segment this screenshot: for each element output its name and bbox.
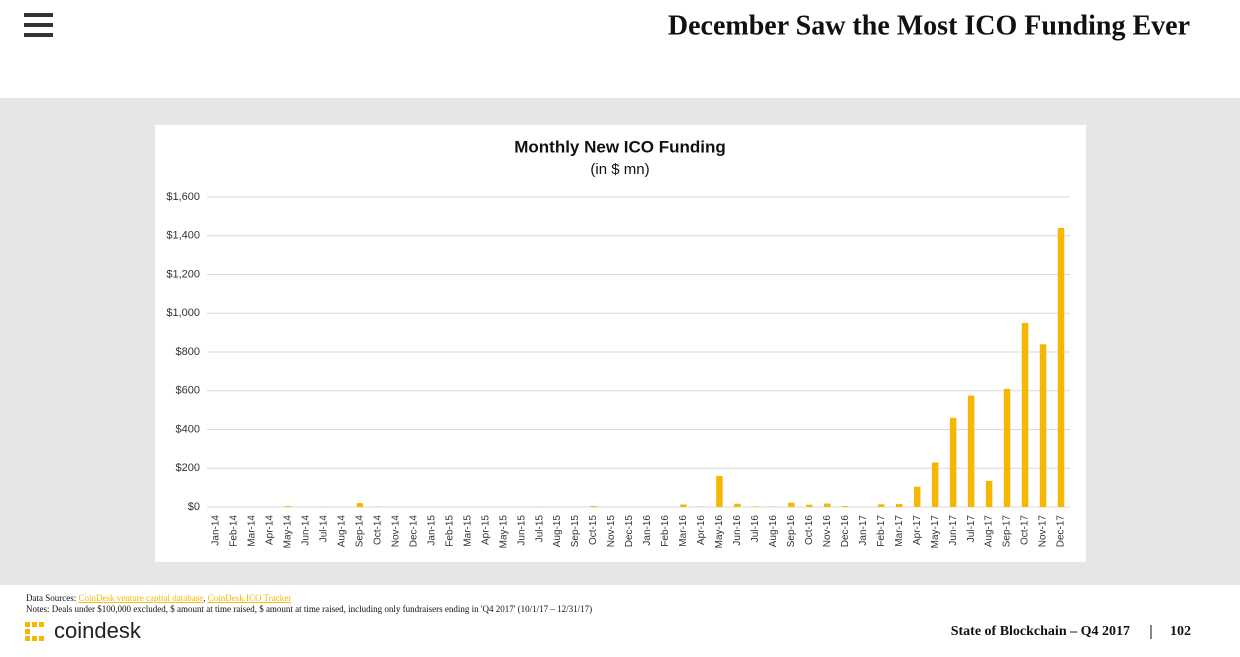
- bar: [716, 476, 723, 507]
- bar: [1057, 228, 1065, 507]
- source-link[interactable]: CoinDesk ICO Tracker: [208, 593, 292, 603]
- x-tick-label: Dec-16: [840, 515, 851, 548]
- bar: [877, 504, 885, 507]
- x-tick-label: Nov-16: [822, 515, 833, 548]
- chart-panel: [155, 125, 1086, 562]
- x-tick-label: Jul-14: [319, 515, 330, 543]
- chart-title: Monthly New ICO Funding: [514, 137, 726, 156]
- bar: [824, 503, 831, 507]
- x-tick-label: Mar-16: [678, 515, 689, 547]
- x-tick-label: Apr-17: [912, 515, 923, 545]
- bar: [967, 395, 975, 507]
- x-tick-label: Sep-17: [1002, 515, 1013, 548]
- x-tick-label: Jul-16: [750, 515, 761, 543]
- bar: [806, 504, 813, 507]
- bar: [1003, 388, 1011, 507]
- x-tick-label: May-14: [283, 515, 294, 549]
- y-tick-label: $1,600: [166, 191, 200, 203]
- x-tick-label: Dec-15: [624, 515, 635, 548]
- page-number: 102: [1170, 624, 1191, 639]
- report-name: State of Blockchain – Q4 2017: [951, 624, 1130, 639]
- x-tick-label: Aug-16: [768, 515, 779, 548]
- y-tick-label: $1,200: [166, 268, 200, 280]
- bar: [913, 486, 921, 507]
- y-tick-label: $1,400: [166, 230, 200, 242]
- x-tick-label: Aug-17: [984, 515, 995, 548]
- x-tick-label: Nov-14: [390, 515, 401, 548]
- x-tick-label: May-15: [498, 515, 509, 549]
- y-tick-label: $200: [176, 462, 200, 474]
- brand-logo: [25, 622, 44, 641]
- x-tick-label: Jan-14: [211, 515, 222, 546]
- x-tick-label: Jun-17: [948, 515, 959, 546]
- y-tick-label: $1,000: [166, 307, 200, 319]
- bar: [590, 506, 597, 507]
- x-tick-label: Aug-14: [336, 515, 347, 548]
- bar: [1021, 322, 1029, 507]
- x-tick-label: Jun-15: [516, 515, 527, 546]
- bar: [842, 506, 849, 507]
- x-tick-label: Oct-15: [588, 515, 599, 545]
- x-tick-label: Feb-15: [444, 515, 455, 547]
- x-tick-label: Jan-15: [426, 515, 437, 546]
- slide-title: December Saw the Most ICO Funding Ever: [668, 10, 1190, 41]
- sources-label: Data Sources:: [26, 593, 76, 603]
- x-tick-label: Mar-17: [894, 515, 905, 547]
- y-tick-label: $400: [176, 423, 200, 435]
- y-tick-label: $600: [176, 385, 200, 397]
- x-tick-label: Sep-14: [354, 515, 365, 548]
- bar: [985, 480, 993, 507]
- bar: [931, 462, 939, 507]
- x-tick-label: Feb-17: [876, 515, 887, 547]
- x-tick-label: Apr-14: [265, 515, 276, 545]
- x-tick-label: Oct-16: [804, 515, 815, 545]
- x-tick-label: Nov-15: [606, 515, 617, 548]
- x-tick-label: May-16: [714, 515, 725, 549]
- x-tick-label: Sep-16: [786, 515, 797, 548]
- bar: [680, 504, 687, 507]
- bar: [356, 503, 364, 507]
- notes: Notes: Deals under $100,000 excluded, $ …: [26, 604, 592, 614]
- brand-name: coindesk: [54, 618, 142, 643]
- source-link[interactable]: CoinDesk venture capital database: [78, 593, 203, 603]
- y-tick-label: $0: [188, 501, 200, 513]
- bar: [895, 504, 903, 507]
- x-tick-label: Jan-16: [642, 515, 653, 546]
- bar: [752, 506, 759, 507]
- x-tick-label: Oct-14: [372, 515, 383, 545]
- menu-bar: [24, 23, 53, 27]
- x-tick-label: Mar-15: [462, 515, 473, 547]
- x-tick-label: Mar-14: [247, 515, 258, 547]
- x-tick-label: Oct-17: [1020, 515, 1031, 545]
- bar: [734, 503, 741, 507]
- x-tick-label: Jul-17: [966, 515, 977, 543]
- x-tick-label: Apr-15: [480, 515, 491, 545]
- x-tick-label: Dec-14: [408, 515, 419, 548]
- x-tick-label: Sep-15: [570, 515, 581, 548]
- x-tick-label: May-17: [930, 515, 941, 549]
- x-tick-label: Jan-17: [858, 515, 869, 546]
- x-tick-label: Jun-16: [732, 515, 743, 546]
- chart-subtitle: (in $ mn): [590, 161, 649, 178]
- x-tick-label: Apr-16: [696, 515, 707, 545]
- bar: [949, 417, 957, 507]
- bar: [788, 502, 795, 507]
- menu-icon[interactable]: [24, 13, 53, 37]
- menu-bar: [24, 33, 53, 37]
- sources-line: Data Sources: CoinDesk venture capital d…: [26, 593, 291, 603]
- menu-bar: [24, 13, 53, 17]
- bar: [284, 506, 292, 507]
- x-tick-label: Feb-14: [229, 515, 240, 547]
- x-tick-label: Aug-15: [552, 515, 563, 548]
- x-tick-label: Dec-17: [1056, 515, 1067, 548]
- x-tick-label: Jul-15: [534, 515, 545, 543]
- bar: [1039, 344, 1047, 507]
- x-tick-label: Nov-17: [1038, 515, 1049, 548]
- x-tick-label: Feb-16: [660, 515, 671, 547]
- y-tick-label: $800: [176, 346, 200, 358]
- x-tick-label: Jun-14: [301, 515, 312, 546]
